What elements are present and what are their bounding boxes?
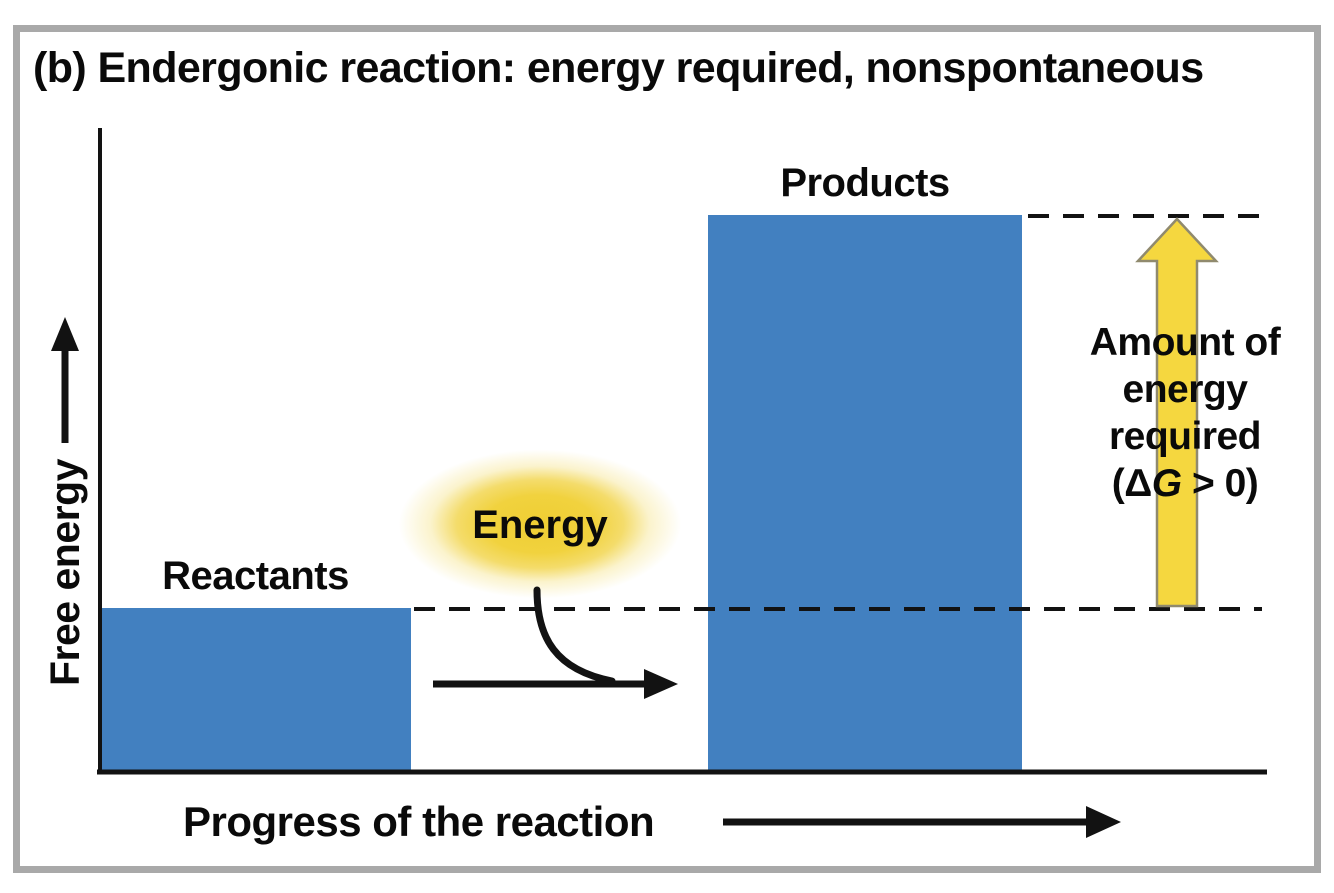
- annotation-line-3: required: [1108, 415, 1262, 458]
- energy-label: Energy: [472, 503, 608, 547]
- y-axis-label-text: Free energy: [41, 459, 88, 686]
- delta-close: > 0): [1181, 462, 1259, 505]
- annotation-line-4: (ΔG > 0): [1057, 460, 1313, 507]
- x-axis-label: Progress of the reaction: [183, 798, 655, 845]
- energy-glow: [396, 448, 684, 600]
- products-bar: [708, 215, 1022, 771]
- delta-g-symbol: G: [1151, 462, 1182, 505]
- annotation-line-2: energy: [1122, 368, 1248, 411]
- annotation-line-1: Amount of: [1089, 321, 1281, 364]
- reactants-bar: [100, 608, 411, 771]
- figure-title: (b) Endergonic reaction: energy required…: [33, 44, 1204, 92]
- delta-open: (Δ: [1111, 462, 1153, 505]
- products-label: Products: [780, 161, 950, 205]
- reactants-label: Reactants: [162, 554, 349, 598]
- free-energy-direction-arrow-icon: [51, 317, 79, 444]
- energy-required-annotation: Amount of energy required (ΔG > 0): [1057, 319, 1313, 507]
- figure-border: [13, 25, 1321, 873]
- y-axis-label: Free energy: [41, 302, 89, 686]
